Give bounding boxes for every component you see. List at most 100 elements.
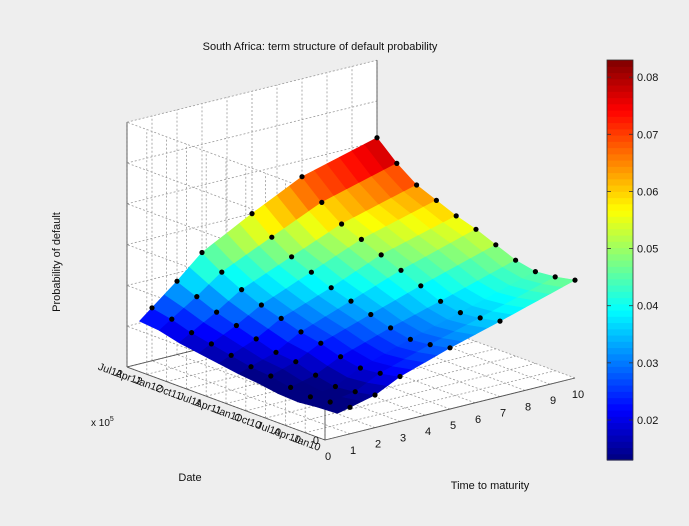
- colorbar-frame: [606, 59, 634, 461]
- colorbar-segment: [607, 210, 633, 217]
- colorbar-segment: [607, 272, 633, 280]
- data-marker: [338, 354, 344, 360]
- colorbar-segment: [607, 378, 633, 386]
- colorbar-segment: [607, 60, 633, 67]
- y-axis-label: Date: [178, 472, 201, 484]
- data-marker: [228, 352, 234, 358]
- colorbar-segment: [607, 135, 633, 142]
- colorbar-tick-label: 0.06: [637, 186, 658, 198]
- colorbar-segment: [607, 66, 633, 74]
- y-axis-line: [126, 366, 326, 441]
- colorbar-segment: [607, 291, 633, 299]
- x-tick-label: 9: [550, 395, 556, 407]
- colorbar-segment: [607, 97, 633, 105]
- colorbar-segment: [607, 91, 633, 99]
- colorbar-segment: [607, 391, 633, 399]
- colorbar-segment: [607, 435, 633, 442]
- x-tick-label: 10: [572, 389, 584, 401]
- colorbar-segment: [607, 103, 633, 111]
- colorbar-segment: [607, 353, 633, 361]
- colorbar-segment: [607, 166, 633, 174]
- colorbar-segment: [607, 78, 633, 86]
- x-axis-label: Time to maturity: [451, 480, 530, 492]
- data-marker: [358, 236, 364, 242]
- colorbar-segment: [607, 160, 633, 167]
- colorbar-segment: [607, 253, 633, 261]
- colorbar-segment: [607, 235, 633, 242]
- z-axis-label: Probability of default: [51, 212, 63, 312]
- colorbar-segment: [607, 366, 633, 374]
- colorbar-segment: [607, 247, 633, 255]
- colorbar-segment: [607, 385, 633, 392]
- x-axis-line: [324, 377, 576, 441]
- colorbar-segment: [607, 453, 633, 461]
- back-gridline: [126, 100, 378, 164]
- colorbar-segment: [607, 422, 633, 430]
- data-marker: [319, 199, 325, 205]
- data-marker: [214, 309, 220, 315]
- x-tick-label: 2: [375, 439, 381, 451]
- colorbar-tick-label: 0.08: [637, 72, 658, 84]
- data-marker: [332, 383, 338, 390]
- colorbar-segment: [607, 322, 633, 330]
- data-markers: [149, 135, 578, 410]
- side-gridline: [126, 121, 326, 196]
- data-marker: [189, 330, 195, 336]
- colorbar-segment: [607, 110, 633, 117]
- data-marker: [388, 325, 394, 331]
- floor-gridline: [376, 304, 576, 379]
- data-marker: [357, 365, 363, 371]
- colorbar-segment: [607, 397, 633, 405]
- colorbar-segment: [607, 416, 633, 424]
- data-marker: [414, 182, 420, 188]
- data-marker: [219, 269, 225, 275]
- colorbar-segment: [607, 328, 633, 336]
- data-marker: [513, 257, 519, 263]
- data-marker: [258, 302, 264, 308]
- data-marker: [407, 336, 413, 342]
- colorbar-segment: [607, 441, 633, 449]
- colorbar-segment: [607, 303, 633, 311]
- data-marker: [394, 160, 400, 166]
- colorbar-segment: [607, 316, 633, 324]
- colorbar-segment: [607, 216, 633, 224]
- data-marker: [208, 341, 214, 347]
- data-marker: [453, 213, 459, 219]
- z-tick-label: 0: [313, 435, 319, 447]
- data-marker: [397, 373, 403, 380]
- side-gridline: [126, 162, 326, 237]
- colorbar-segment: [607, 266, 633, 274]
- colorbar-segment: [607, 128, 633, 136]
- chart-title: South Africa: term structure of default …: [203, 41, 438, 53]
- colorbar-segment: [607, 185, 633, 192]
- colorbar-segment: [607, 341, 633, 349]
- data-marker: [169, 316, 175, 322]
- colorbar-segment: [607, 72, 633, 80]
- data-marker: [313, 372, 319, 378]
- x-tick-label: 3: [400, 432, 406, 444]
- colorbar-segment: [607, 403, 633, 411]
- data-marker: [327, 399, 333, 405]
- data-marker: [368, 311, 374, 318]
- data-marker: [347, 404, 353, 410]
- colorbar-segment: [607, 335, 633, 342]
- data-marker: [269, 234, 275, 240]
- data-marker: [339, 221, 345, 227]
- data-marker: [307, 394, 313, 400]
- data-marker: [433, 197, 439, 203]
- colorbar-segment: [607, 197, 633, 205]
- data-marker: [308, 269, 314, 275]
- data-marker: [378, 252, 384, 258]
- colorbar-segment: [607, 278, 633, 286]
- colorbar-segment: [607, 285, 633, 292]
- data-marker: [199, 249, 205, 256]
- colorbar-segment: [607, 241, 633, 249]
- colorbar-segment: [607, 260, 633, 267]
- colorbar-segment: [607, 447, 633, 455]
- colorbar-segment: [607, 203, 633, 211]
- x-tick-label: 6: [475, 414, 481, 426]
- data-marker: [149, 305, 155, 311]
- x-tick-label: 8: [525, 401, 531, 413]
- data-marker: [299, 174, 305, 180]
- data-marker: [268, 373, 274, 379]
